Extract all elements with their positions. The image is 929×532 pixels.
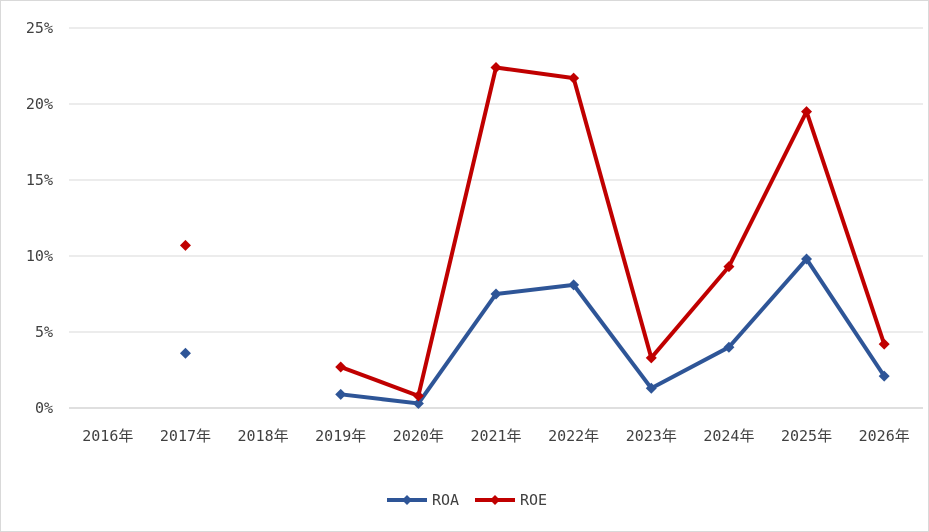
series-line-segment <box>804 257 887 379</box>
data-point <box>412 397 424 409</box>
data-point <box>645 382 657 394</box>
legend-marker <box>490 495 500 505</box>
series-line-segment <box>338 364 421 398</box>
x-tick-label: 2021年 <box>470 427 521 445</box>
y-tick-label: 10% <box>26 247 53 265</box>
series-line-segment <box>338 392 421 406</box>
data-point <box>412 390 424 402</box>
x-tick-label: 2019年 <box>315 427 366 445</box>
y-tick-label: 15% <box>26 171 53 189</box>
legend-label: ROA <box>432 491 459 509</box>
data-point <box>490 62 502 74</box>
data-point <box>723 341 735 353</box>
series-line-segment <box>494 65 576 81</box>
data-point <box>568 279 580 291</box>
data-point <box>723 261 735 273</box>
x-tick-label: 2018年 <box>238 427 289 445</box>
x-tick-label: 2024年 <box>703 427 754 445</box>
data-point <box>490 288 502 300</box>
data-point <box>568 72 580 84</box>
data-point <box>878 370 890 382</box>
x-tick-label: 2020年 <box>393 427 444 445</box>
data-point <box>179 347 191 359</box>
x-tick-label: 2026年 <box>859 427 910 445</box>
data-point <box>645 352 657 364</box>
series-line-segment <box>726 109 809 269</box>
series-line-segment <box>804 109 887 347</box>
x-tick-label: 2023年 <box>626 427 677 445</box>
x-tick-label: 2022年 <box>548 427 599 445</box>
legend-marker <box>402 495 412 505</box>
series-line-segment <box>494 282 576 296</box>
x-tick-label: 2016年 <box>82 427 133 445</box>
y-tick-label: 20% <box>26 95 53 113</box>
data-point <box>179 239 191 251</box>
data-point <box>335 388 347 400</box>
series-line-segment <box>649 345 731 391</box>
y-tick-label: 5% <box>35 323 53 341</box>
y-axis-tick-labels: 0% 5% 10% 15% 20% 25% <box>26 19 53 417</box>
x-axis-tick-labels: 2016年 2017年 2018年 2019年 2020年 2021年 2022年 2023年… <box>82 427 909 445</box>
series-line-segment <box>726 257 809 350</box>
legend-label: ROE <box>520 491 547 509</box>
x-tick-label: 2025年 <box>781 427 832 445</box>
y-tick-label: 0% <box>35 399 53 417</box>
y-tick-label: 25% <box>26 19 53 37</box>
legend: ROA ROE <box>387 491 547 509</box>
series-line-segment <box>649 264 731 360</box>
series-group <box>179 62 890 409</box>
data-point <box>335 361 347 373</box>
data-point <box>801 106 813 118</box>
x-tick-label: 2017年 <box>160 427 211 445</box>
series-line-segment <box>571 282 654 391</box>
data-point <box>801 253 813 265</box>
gridlines <box>69 27 923 409</box>
series-line-segment <box>571 76 654 360</box>
series-line-segment <box>416 65 498 398</box>
data-point <box>878 338 890 350</box>
series-line-segment <box>416 292 498 406</box>
